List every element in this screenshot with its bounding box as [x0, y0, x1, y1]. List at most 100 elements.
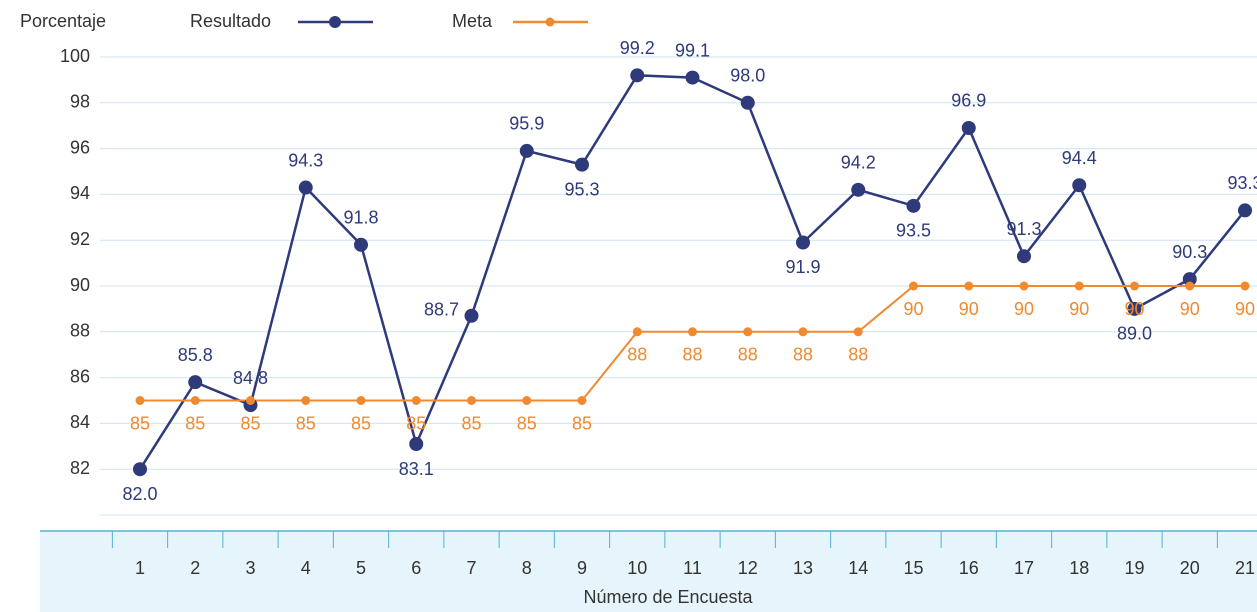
data-label: 95.9 [509, 114, 544, 134]
data-label: 85.8 [178, 345, 213, 365]
data-label: 83.1 [399, 459, 434, 479]
y-tick-label: 82 [70, 458, 90, 478]
data-label: 89.0 [1117, 324, 1152, 344]
data-label: 94.4 [1062, 148, 1097, 168]
point [522, 396, 532, 405]
x-tick-label: 18 [1069, 558, 1089, 578]
data-label: 85 [406, 413, 426, 433]
data-label: 90 [1124, 299, 1144, 319]
x-tick-label: 6 [411, 558, 421, 578]
data-label: 82.0 [122, 484, 157, 504]
point [685, 70, 700, 85]
x-tick-label: 10 [627, 558, 647, 578]
point [630, 68, 645, 83]
point [1130, 281, 1139, 291]
data-label: 93.3 [1227, 173, 1257, 193]
x-tick-label: 9 [577, 558, 587, 578]
y-tick-label: 96 [70, 137, 90, 157]
data-label: 85 [351, 413, 371, 433]
y-tick-label: 90 [70, 275, 90, 295]
data-label: 85 [130, 413, 150, 433]
point [575, 157, 589, 172]
x-tick-label: 11 [683, 558, 702, 578]
data-label: 96.9 [951, 91, 986, 111]
data-label: 94.3 [288, 150, 323, 170]
point [577, 396, 587, 405]
x-tick-label: 20 [1180, 558, 1200, 578]
point [1238, 203, 1252, 218]
point [961, 120, 976, 135]
point [740, 95, 755, 110]
y-tick-label: 100 [60, 46, 90, 66]
point [135, 396, 145, 405]
x-tick-label: 19 [1124, 558, 1144, 578]
y-tick-label: 86 [70, 366, 90, 386]
point [798, 327, 808, 337]
point [409, 437, 424, 452]
data-label: 88 [627, 345, 647, 365]
data-label: 88 [848, 345, 868, 365]
data-label: 99.1 [675, 40, 710, 60]
x-tick-label: 14 [848, 558, 868, 578]
x-tick-label: 2 [190, 558, 200, 578]
point [632, 327, 642, 337]
data-label: 90.3 [1172, 242, 1207, 262]
data-label: 90 [1014, 299, 1034, 319]
point [133, 462, 147, 477]
point [1240, 281, 1250, 291]
data-label: 88 [682, 345, 702, 365]
point [1185, 281, 1195, 291]
x-axis-band [40, 531, 1257, 612]
data-label: 85 [461, 413, 481, 433]
point [1017, 249, 1031, 264]
data-label: 91.3 [1006, 219, 1041, 239]
x-tick-label: 13 [793, 558, 813, 578]
point [354, 237, 368, 252]
data-label: 85 [240, 413, 260, 433]
point [464, 308, 479, 323]
x-tick-label: 8 [522, 558, 532, 578]
point [796, 235, 810, 250]
point [301, 396, 311, 405]
x-tick-label: 16 [959, 558, 979, 578]
point [1182, 272, 1197, 287]
point [467, 396, 476, 405]
x-tick-label: 15 [903, 558, 923, 578]
point [743, 327, 753, 337]
point [1072, 178, 1087, 193]
x-tick-label: 4 [301, 558, 311, 578]
point [906, 198, 921, 213]
data-label: 93.5 [896, 221, 931, 241]
x-tick-label: 12 [738, 558, 758, 578]
point [851, 182, 866, 197]
data-label: 85 [572, 413, 592, 433]
data-label: 85 [296, 413, 316, 433]
data-label: 90 [903, 299, 923, 319]
x-tick-label: 1 [135, 558, 145, 578]
data-label: 91.8 [343, 208, 378, 228]
data-label: 91.9 [785, 257, 820, 277]
data-label: 88.7 [424, 300, 459, 320]
point [1074, 281, 1084, 291]
legend-marker [545, 17, 555, 27]
legend-marker [329, 16, 341, 28]
legend-label: Meta [452, 11, 493, 31]
x-tick-label: 17 [1014, 558, 1034, 578]
point [964, 281, 974, 291]
point [1127, 301, 1142, 316]
x-tick-label: 7 [466, 558, 476, 578]
point [188, 375, 203, 390]
point [411, 396, 421, 405]
x-tick-label: 3 [245, 558, 255, 578]
data-label: 95.3 [564, 179, 599, 199]
point [356, 396, 366, 405]
y-tick-label: 88 [70, 321, 90, 341]
y-tick-label: 98 [70, 92, 90, 112]
data-label: 90 [959, 299, 979, 319]
point [853, 327, 863, 337]
legend-label: Resultado [190, 11, 271, 31]
x-axis-title: Número de Encuesta [583, 587, 753, 607]
data-label: 90 [1069, 299, 1089, 319]
data-label: 84.8 [233, 368, 268, 388]
data-label: 90 [1180, 299, 1200, 319]
